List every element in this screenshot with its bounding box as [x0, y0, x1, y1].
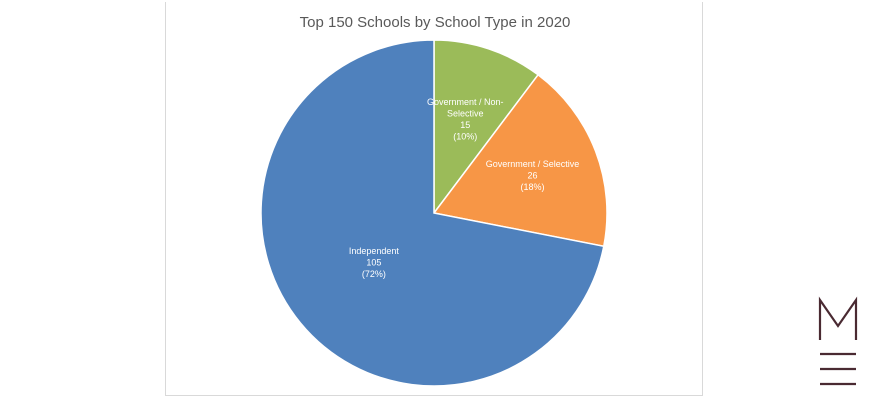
- brand-logo-icon: [818, 296, 858, 386]
- pie-slice-1: [432, 73, 608, 248]
- data-label-1: Government / Selective 26 (18%): [486, 159, 580, 192]
- pie-chart: Top 150 Schools by School Type in 2020 G…: [260, 14, 608, 387]
- data-label-2: Independent 105 (72%): [349, 246, 400, 279]
- chart-title: Top 150 Schools by School Type in 2020: [300, 14, 571, 31]
- pie-labels: Government / Non-Selective 15 (10%) Governm…: [349, 97, 579, 279]
- pie-slice-0: [433, 39, 540, 216]
- pie-slices: [260, 39, 608, 387]
- chart-frame: Top 150 Schools by School Type in 2020 G…: [165, 2, 703, 396]
- pie-slice-2: [260, 39, 605, 387]
- data-label-0: Government / Non-Selective 15 (10%): [427, 97, 504, 142]
